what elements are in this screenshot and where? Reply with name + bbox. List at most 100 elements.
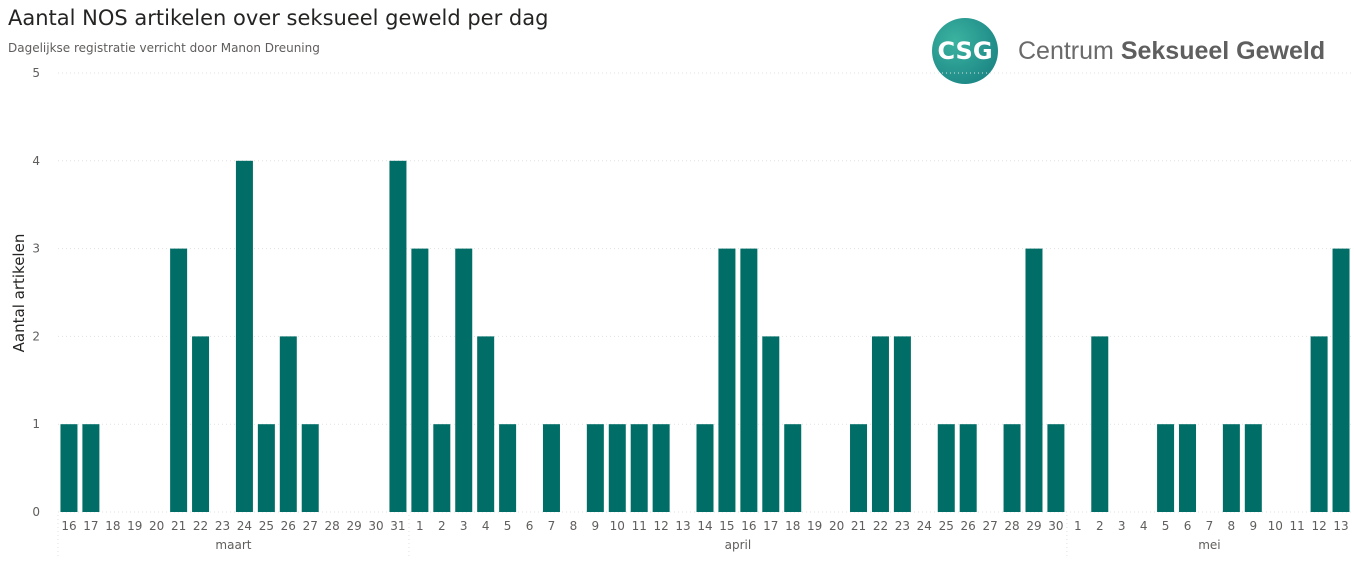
x-tick-label: 19	[807, 519, 822, 533]
x-tick-label: 12	[653, 519, 668, 533]
x-tick-label: 1	[416, 519, 424, 533]
x-tick-label: 7	[1206, 519, 1214, 533]
bar	[850, 424, 868, 512]
x-tick-label: 28	[325, 519, 340, 533]
x-tick-label: 1	[1074, 519, 1082, 533]
bar	[542, 424, 560, 512]
bar	[1091, 336, 1109, 512]
x-tick-label: 29	[346, 519, 361, 533]
x-tick-label: 6	[526, 519, 534, 533]
logo-text: Centrum Seksueel Geweld	[1018, 36, 1326, 65]
bar	[718, 248, 736, 512]
x-tick-label: 17	[763, 519, 778, 533]
x-tick-label: 28	[1004, 519, 1019, 533]
bar	[1310, 336, 1328, 512]
y-tick-label: 0	[32, 505, 40, 519]
bar	[60, 424, 78, 512]
x-tick-label: 18	[105, 519, 120, 533]
y-tick-label: 3	[32, 242, 40, 256]
x-group-label: april	[725, 538, 752, 552]
x-tick-label: 5	[1162, 519, 1170, 533]
chart-subtitle: Dagelijkse registratie verricht door Man…	[8, 41, 320, 55]
bar	[477, 336, 495, 512]
x-tick-label: 19	[127, 519, 142, 533]
x-group-label: mei	[1198, 538, 1220, 552]
x-tick-label: 9	[1249, 519, 1257, 533]
x-tick-label: 8	[570, 519, 578, 533]
y-tick-label: 4	[32, 154, 40, 168]
x-tick-label: 11	[632, 519, 647, 533]
bar	[740, 248, 758, 512]
x-tick-label: 27	[303, 519, 318, 533]
x-tick-label: 9	[592, 519, 600, 533]
chart-title: Aantal NOS artikelen over seksueel gewel…	[8, 6, 549, 30]
x-tick-label: 5	[504, 519, 512, 533]
x-tick-label: 21	[171, 519, 186, 533]
y-tick-label: 1	[32, 417, 40, 431]
bar	[630, 424, 648, 512]
y-axis-label: Aantal artikelen	[10, 234, 28, 353]
bar	[1222, 424, 1240, 512]
bar	[937, 424, 955, 512]
x-tick-label: 25	[259, 519, 274, 533]
x-tick-label: 2	[1096, 519, 1104, 533]
x-tick-label: 26	[281, 519, 296, 533]
x-tick-label: 16	[741, 519, 756, 533]
x-tick-label: 4	[1140, 519, 1148, 533]
x-tick-label: 7	[548, 519, 556, 533]
bar	[257, 424, 275, 512]
x-tick-label: 30	[368, 519, 383, 533]
x-tick-label: 21	[851, 519, 866, 533]
bar	[170, 248, 188, 512]
x-tick-label: 15	[719, 519, 734, 533]
bar	[784, 424, 802, 512]
y-tick-label: 5	[32, 66, 40, 80]
bar	[959, 424, 977, 512]
bar	[586, 424, 604, 512]
x-tick-label: 13	[675, 519, 690, 533]
bar	[1025, 248, 1043, 512]
x-tick-label: 11	[1290, 519, 1305, 533]
x-tick-label: 23	[895, 519, 910, 533]
bar	[301, 424, 319, 512]
x-tick-label: 25	[939, 519, 954, 533]
x-tick-label: 27	[982, 519, 997, 533]
bar	[279, 336, 297, 512]
x-tick-label: 16	[61, 519, 76, 533]
x-tick-label: 2	[438, 519, 446, 533]
bar	[499, 424, 517, 512]
x-tick-label: 20	[829, 519, 844, 533]
x-tick-label: 30	[1048, 519, 1063, 533]
x-tick-label: 18	[785, 519, 800, 533]
bar	[1244, 424, 1262, 512]
x-tick-label: 23	[215, 519, 230, 533]
bar	[1179, 424, 1197, 512]
bar	[1157, 424, 1175, 512]
bar	[696, 424, 714, 512]
bar	[455, 248, 473, 512]
bar	[82, 424, 100, 512]
x-tick-label: 26	[961, 519, 976, 533]
bar	[1332, 248, 1350, 512]
x-tick-label: 22	[873, 519, 888, 533]
x-tick-label: 31	[390, 519, 405, 533]
logo-mark: CSG	[932, 18, 998, 84]
bar	[893, 336, 911, 512]
bar	[762, 336, 780, 512]
x-tick-label: 12	[1311, 519, 1326, 533]
x-tick-label: 10	[1268, 519, 1283, 533]
x-tick-label: 29	[1026, 519, 1041, 533]
csg-logo: CSG Centrum Seksueel Geweld	[932, 18, 1325, 84]
x-tick-label: 10	[610, 519, 625, 533]
x-tick-label: 8	[1228, 519, 1236, 533]
x-tick-label: 4	[482, 519, 490, 533]
x-tick-label: 17	[83, 519, 98, 533]
x-tick-label: 24	[237, 519, 252, 533]
bar	[192, 336, 210, 512]
x-tick-label: 3	[1118, 519, 1126, 533]
bar	[1047, 424, 1065, 512]
bar	[871, 336, 889, 512]
bar	[389, 160, 407, 513]
x-tick-label: 14	[697, 519, 712, 533]
